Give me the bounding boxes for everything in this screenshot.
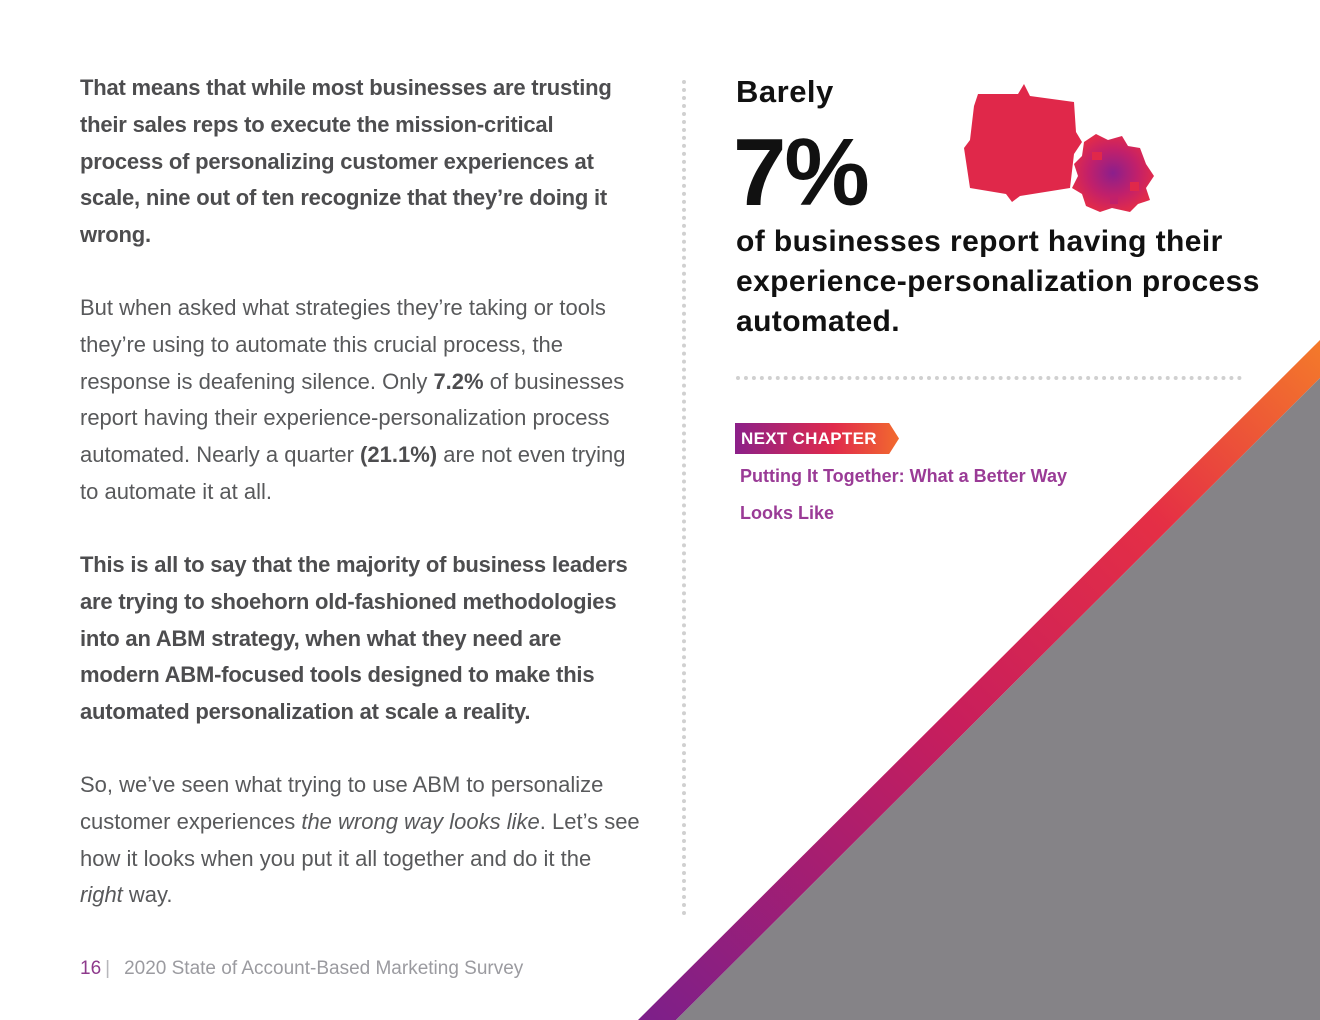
red-square-decoration [964, 84, 1154, 212]
footer-title: 2020 State of Account-Based Marketing Su… [124, 958, 524, 979]
page-number: 16 [80, 958, 102, 979]
vertical-dotted-divider [682, 80, 686, 916]
stat-21-1: (21.1%) [360, 442, 438, 468]
paragraph-stats: But when asked what strategies they’re t… [80, 295, 626, 504]
page-footer: 16 | 2020 State of Account-Based Marketing… [80, 958, 523, 980]
stat-label: Barely [736, 74, 834, 109]
stat-value: 7% [733, 119, 870, 226]
gray-panel [676, 378, 1320, 1020]
horizontal-dotted-divider [736, 376, 1242, 380]
stat-description: of businesses report having their experi… [736, 225, 1260, 338]
footer-separator: | [105, 958, 111, 979]
paragraph-intro: That means that while most businesses ar… [80, 75, 612, 248]
paragraph-conclusion: This is all to say that the majority of … [80, 552, 628, 725]
paragraph-transition: So, we’ve seen what trying to use ABM to… [80, 772, 640, 908]
next-chapter-tag: NEXT CHAPTER [735, 423, 899, 454]
gradient-stripe [638, 340, 1320, 1020]
stat-7-2: 7.2% [433, 368, 484, 394]
next-chapter-link[interactable]: Putting It Together: What a Better Way L… [740, 466, 1067, 523]
